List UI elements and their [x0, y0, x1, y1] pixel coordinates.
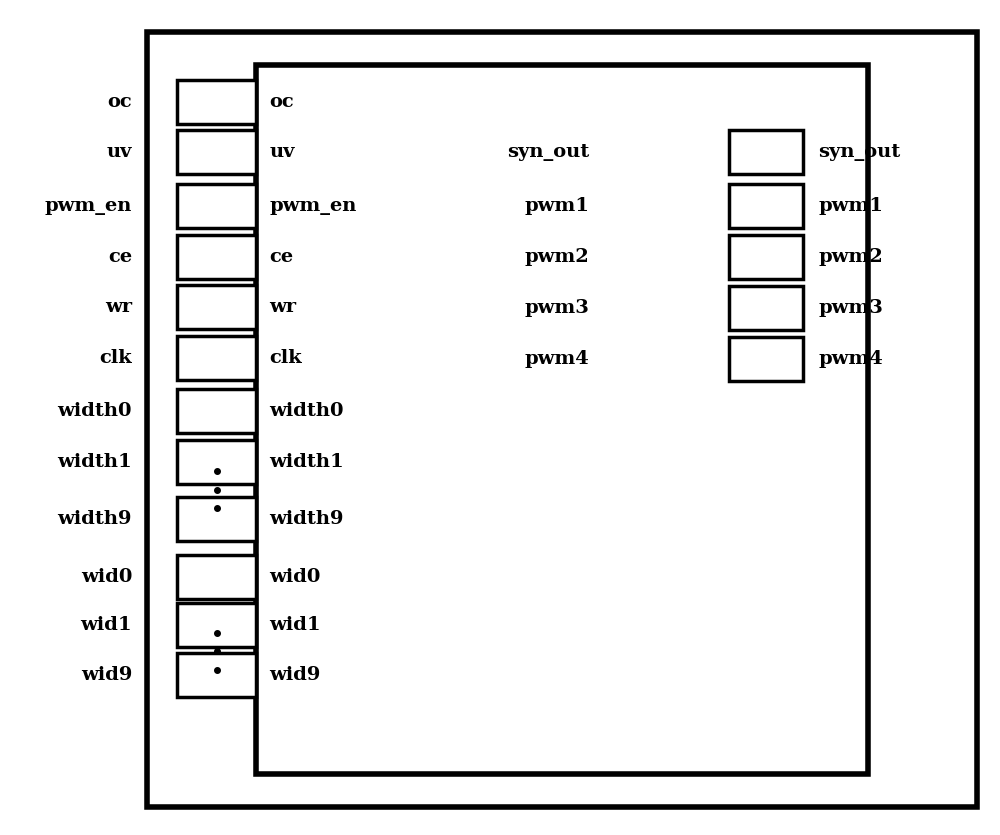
Text: ce: ce [108, 249, 132, 266]
Text: oc: oc [107, 94, 132, 111]
Text: pwm4: pwm4 [525, 351, 590, 368]
Text: wid9: wid9 [81, 665, 132, 684]
Text: width0: width0 [58, 402, 132, 420]
Text: wid9: wid9 [269, 665, 321, 684]
Bar [177, 80, 256, 124]
Text: pwm3: pwm3 [818, 299, 883, 317]
Text: clk: clk [99, 349, 132, 367]
Bar [729, 337, 803, 382]
Bar [147, 32, 977, 807]
Bar [729, 286, 803, 330]
Text: wid0: wid0 [81, 568, 132, 586]
Bar [177, 130, 256, 174]
Text: pwm4: pwm4 [818, 351, 883, 368]
Text: width1: width1 [57, 453, 132, 471]
Text: oc: oc [269, 94, 294, 111]
Text: wid1: wid1 [80, 616, 132, 634]
Text: uv: uv [107, 143, 132, 161]
Text: wid1: wid1 [269, 616, 321, 634]
Text: pwm1: pwm1 [524, 197, 590, 215]
Text: syn_out: syn_out [507, 143, 590, 161]
Bar [729, 130, 803, 174]
Bar [177, 235, 256, 280]
Bar [729, 235, 803, 280]
Bar [256, 65, 868, 774]
Bar [177, 286, 256, 329]
Bar [177, 497, 256, 541]
Text: width9: width9 [269, 509, 344, 528]
Bar [177, 336, 256, 380]
Text: width1: width1 [269, 453, 344, 471]
Bar [729, 184, 803, 228]
Text: ce: ce [269, 249, 293, 266]
Bar [177, 653, 256, 696]
Text: uv: uv [269, 143, 295, 161]
Bar [177, 389, 256, 433]
Bar [177, 603, 256, 647]
Text: pwm2: pwm2 [818, 249, 883, 266]
Text: wid0: wid0 [269, 568, 321, 586]
Text: width9: width9 [58, 509, 132, 528]
Bar [177, 440, 256, 484]
Text: clk: clk [269, 349, 302, 367]
Text: pwm2: pwm2 [525, 249, 590, 266]
Text: syn_out: syn_out [818, 143, 900, 161]
Text: pwm_en: pwm_en [269, 197, 357, 215]
Text: wr: wr [269, 298, 296, 316]
Text: pwm1: pwm1 [818, 197, 883, 215]
Text: pwm_en: pwm_en [45, 197, 132, 215]
Bar [177, 554, 256, 599]
Text: width0: width0 [269, 402, 344, 420]
Bar [177, 184, 256, 228]
Text: pwm3: pwm3 [525, 299, 590, 317]
Text: wr: wr [105, 298, 132, 316]
